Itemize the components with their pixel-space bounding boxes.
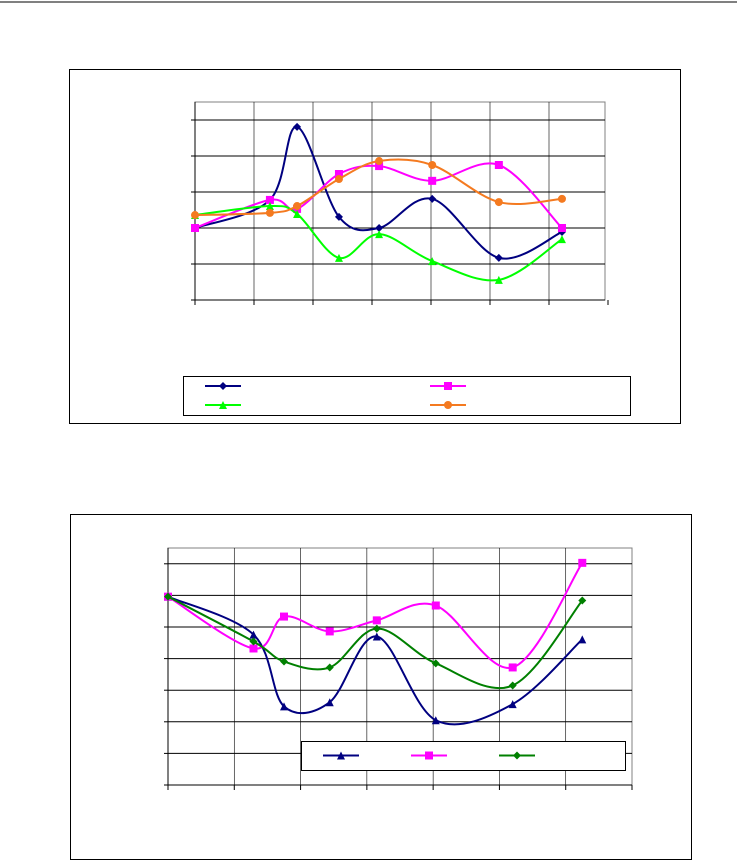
marker xyxy=(578,635,587,644)
marker xyxy=(191,224,199,232)
marker xyxy=(293,202,302,211)
marker xyxy=(293,209,302,218)
marker xyxy=(557,235,566,244)
marker xyxy=(280,657,288,666)
marker xyxy=(280,702,288,711)
marker xyxy=(293,122,302,131)
marker xyxy=(375,224,384,232)
marker xyxy=(334,170,343,178)
marker xyxy=(494,198,503,207)
marker xyxy=(508,663,517,672)
marker xyxy=(557,194,566,203)
marker xyxy=(372,616,381,625)
marker xyxy=(265,195,274,204)
marker xyxy=(372,632,381,641)
marker xyxy=(191,211,199,220)
marker xyxy=(325,627,334,636)
marker xyxy=(494,275,503,284)
series-line xyxy=(167,595,583,726)
marker xyxy=(513,751,521,760)
marker xyxy=(428,257,437,266)
chart-frame xyxy=(70,514,692,860)
marker xyxy=(508,700,517,709)
marker xyxy=(557,224,566,232)
marker xyxy=(325,663,334,672)
legend xyxy=(183,376,631,416)
marker xyxy=(428,194,437,203)
marker xyxy=(249,630,258,639)
marker xyxy=(265,208,274,217)
marker xyxy=(334,175,343,184)
marker xyxy=(375,157,384,166)
marker xyxy=(508,681,517,690)
marker xyxy=(375,162,384,171)
marker xyxy=(249,644,258,653)
chart-frame xyxy=(69,69,681,424)
marker xyxy=(428,176,437,185)
marker xyxy=(219,382,227,390)
marker xyxy=(578,596,587,605)
marker xyxy=(578,558,587,567)
marker xyxy=(431,659,440,668)
marker xyxy=(337,751,345,760)
marker xyxy=(372,624,381,633)
marker xyxy=(494,253,503,262)
marker xyxy=(325,698,334,707)
marker xyxy=(249,637,258,646)
marker xyxy=(444,401,452,409)
marker xyxy=(431,601,440,610)
marker xyxy=(334,212,343,221)
marker xyxy=(428,161,437,169)
marker xyxy=(334,253,343,262)
marker xyxy=(164,592,172,601)
marker xyxy=(375,230,384,239)
marker xyxy=(265,202,274,211)
marker xyxy=(219,401,227,409)
marker xyxy=(280,612,288,621)
marker xyxy=(431,716,440,725)
marker xyxy=(444,382,452,390)
marker xyxy=(494,161,503,169)
marker xyxy=(425,751,433,760)
